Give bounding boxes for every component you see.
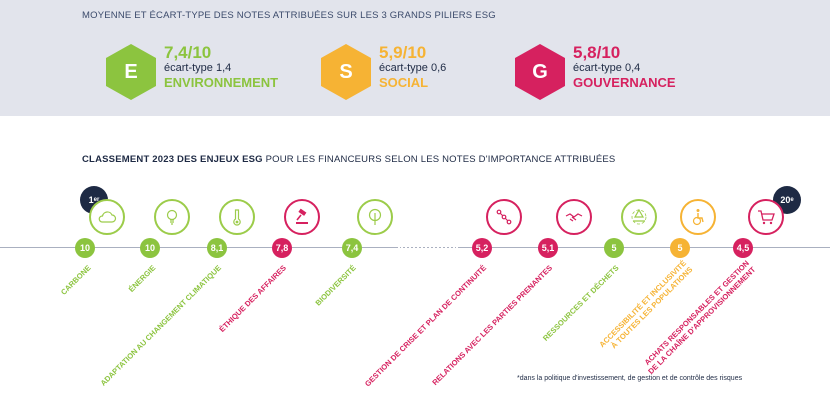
social-hexagon: S (321, 44, 371, 100)
score-energie: 10 (140, 238, 160, 258)
flow-icon (486, 199, 522, 235)
rank-first-suffix: er (93, 197, 100, 203)
pillars-title: MOYENNE ET ÉCART-TYPE DES NOTES ATTRIBUÉ… (82, 10, 496, 21)
label-achats: ACHATS RESPONSABLES ET GESTION DE LA CHAÎ… (640, 258, 758, 376)
governance-name: GOUVERNANCE (573, 75, 676, 90)
recycle-icon (621, 199, 657, 235)
social-score: 5,9/10 (379, 43, 427, 62)
label-adaptation: ADAPTATION AU CHANGEMENT CLIMATIQUE (98, 263, 224, 388)
label-carbone: CARBONE (58, 263, 93, 297)
governance-sd: écart-type 0,4 (573, 62, 641, 74)
tree-icon (357, 199, 393, 235)
label-biodiversite: BIODIVERSITÉ (313, 263, 359, 308)
rank-last-suffix: e (790, 197, 794, 203)
score-achats: 4,5 (733, 238, 753, 258)
label-relations: RELATIONS AVEC LES PARTIES PRENANTES (430, 263, 555, 388)
cloud-icon (89, 199, 125, 235)
lightbulb-icon (154, 199, 190, 235)
governance-score: 5,8/10 (573, 43, 621, 62)
environment-sd: écart-type 1,4 (164, 62, 232, 74)
label-ethique: ÉTHIQUE DES AFFAIRES (217, 263, 289, 334)
footnote: *dans la politique d'investissement, de … (517, 375, 743, 382)
rank-last-number: 20 (780, 195, 791, 205)
score-gestion-crise: 5,2 (472, 238, 492, 258)
score-ressources: 5 (604, 238, 624, 258)
gavel-icon (284, 199, 320, 235)
label-energie: ÉNERGIE (126, 263, 158, 294)
score-carbone: 10 (75, 238, 95, 258)
environment-name: ENVIRONNEMENT (164, 75, 279, 90)
environment-score: 7,4/10 (164, 43, 212, 62)
score-adaptation: 8,1 (207, 238, 227, 258)
score-biodiversite: 7,4 (342, 238, 362, 258)
social-name: SOCIAL (379, 75, 429, 90)
cart-icon (748, 199, 784, 235)
label-gestion-crise: GESTION DE CRISE ET PLAN DE CONTINUITÉ (363, 263, 489, 389)
rank-first-number: 1 (88, 195, 94, 205)
thermometer-icon (219, 199, 255, 235)
score-ethique: 7,8 (272, 238, 292, 258)
label-achats-line1: ACHATS RESPONSABLES ET GESTION (642, 258, 751, 367)
timeline-gap (398, 246, 458, 248)
ranking-title: CLASSEMENT 2023 DES ENJEUX ESG POUR LES … (82, 154, 615, 165)
ranking-title-rest: POUR LES FINANCEURS SELON LES NOTES D'IM… (262, 154, 616, 165)
handshake-icon (556, 199, 592, 235)
ranking-title-bold: CLASSEMENT 2023 DES ENJEUX ESG (82, 154, 263, 165)
social-sd: écart-type 0,6 (379, 62, 447, 74)
wheelchair-icon (680, 199, 716, 235)
score-relations: 5,1 (538, 238, 558, 258)
score-accessibilite: 5 (670, 238, 690, 258)
